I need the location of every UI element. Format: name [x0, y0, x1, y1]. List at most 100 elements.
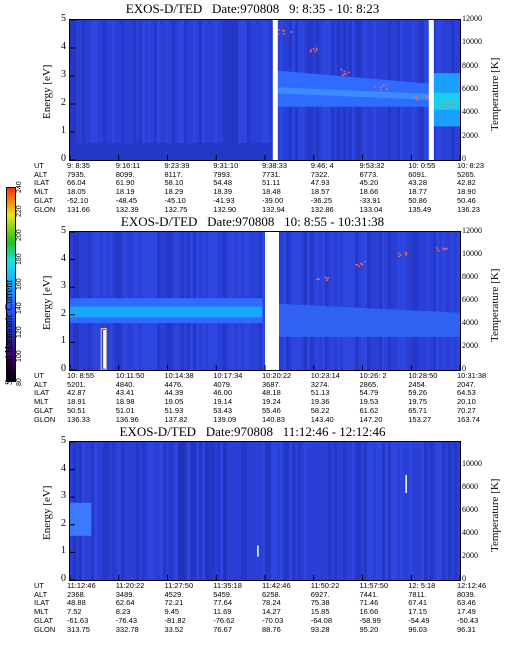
orbit-row: ALT 2368. 3489. 4529. 5459. 6258. 6927. 7441. 78…	[0, 589, 505, 599]
spectrogram-column	[436, 232, 440, 370]
spectrogram-column	[163, 20, 167, 160]
ion-band-core	[313, 88, 317, 95]
orbit-cell: 18.77	[408, 187, 428, 197]
orbit-row: ILAT 48.88 62.64 72.21 77.64 78.24 75.38 71.46 6…	[0, 599, 505, 607]
orbit-cell: 136.96	[115, 414, 139, 424]
orbit-row-label: ILAT	[34, 178, 50, 188]
ion-band	[88, 502, 92, 536]
spectrogram-column	[295, 232, 299, 370]
spectrogram-column	[418, 442, 422, 580]
temperature-tick-label: 8000	[462, 272, 478, 281]
data-gap	[428, 20, 434, 160]
ion-band	[349, 307, 353, 337]
temperature-tick-label: 6000	[462, 84, 478, 93]
orbit-cell: 18.19	[115, 187, 135, 197]
spectrogram-column	[421, 442, 425, 580]
low-energy-band	[109, 143, 113, 160]
orbit-cell: 46.00	[213, 388, 233, 398]
temperature-tick-label: 2000	[462, 551, 478, 560]
energy-tick-label: 0	[61, 573, 66, 584]
orbit-cell: 19.05	[164, 397, 184, 407]
energy-tick-label: 4	[61, 252, 66, 264]
low-energy-band	[241, 143, 245, 160]
ion-band-peak	[100, 306, 104, 318]
ion-band	[433, 311, 437, 337]
spectrogram-column	[208, 442, 212, 580]
ion-band-peak	[184, 306, 188, 318]
orbit-cell: 11:57:50	[359, 581, 389, 590]
low-energy-band	[181, 143, 185, 160]
spectrogram-column	[331, 442, 335, 580]
ion-band	[334, 306, 338, 337]
spectrogram-column	[358, 232, 362, 370]
temperature-point	[380, 86, 383, 88]
spectrogram-column	[259, 20, 263, 160]
low-energy-band	[103, 143, 107, 160]
spectrogram-column	[397, 232, 401, 370]
spectrogram-column	[226, 20, 230, 160]
orbit-cell: 96.31	[457, 624, 476, 634]
temperature-tick-label: 6000	[462, 505, 478, 514]
spectrogram-column	[73, 20, 77, 160]
spectrogram-column	[373, 232, 377, 370]
spike-marker	[257, 545, 259, 557]
low-energy-band	[247, 143, 251, 160]
spectrogram-column	[211, 20, 215, 160]
spectrogram-column	[127, 20, 131, 160]
spectrogram-column	[70, 20, 74, 160]
spectrogram-column	[382, 442, 386, 580]
spectrogram-column	[361, 232, 365, 370]
orbit-cell: 58.22	[310, 405, 330, 415]
orbit-cell: 19.24	[262, 397, 281, 407]
ion-band-peak	[241, 306, 245, 318]
orbit-cell: 7.52	[67, 607, 82, 617]
ion-band-peak	[163, 306, 167, 318]
spectrogram-column	[232, 442, 236, 580]
spectrogram-column	[331, 232, 335, 370]
ion-band-peak	[145, 306, 149, 318]
ion-band-peak	[205, 306, 209, 318]
orbit-cell: 10: 8:23	[457, 161, 485, 170]
ion-band-peak	[169, 306, 173, 318]
orbit-cell: 7811.	[408, 589, 427, 599]
low-energy-band	[259, 143, 263, 160]
orbit-cell: 135.49	[408, 204, 432, 214]
spectrogram-column	[283, 442, 287, 580]
spectrogram-column	[220, 20, 224, 160]
spectrogram-column	[451, 442, 455, 580]
spectrogram-column	[118, 20, 122, 160]
ion-band-peak	[124, 306, 128, 318]
spectrogram-column	[283, 232, 287, 370]
energy-tick-label: 1	[61, 125, 66, 136]
spectrogram-column	[244, 442, 248, 580]
spectrogram-column	[214, 442, 218, 580]
orbit-cell: 8039.	[457, 589, 476, 599]
ion-band-core	[289, 87, 293, 94]
spectrogram-column	[445, 442, 449, 580]
spectrogram-column	[154, 20, 158, 160]
ion-band-peak	[94, 306, 98, 318]
spectrogram-column	[109, 20, 113, 160]
orbit-row: UT 9: 8:35 9:16:11 9:23:39 9:31:10 9:38:33 9:4…	[0, 162, 505, 170]
ion-band	[307, 305, 311, 337]
spectrogram-column	[442, 442, 446, 580]
low-energy-band	[235, 143, 239, 160]
spectrogram-column	[370, 442, 374, 580]
spectrogram-column	[376, 232, 380, 370]
ion-band-peak	[220, 306, 224, 318]
orbit-row: UT 10: 8:55 10:11:50 10:14:38 10:17:34 10:20:…	[0, 372, 505, 380]
spectrogram-column	[403, 232, 407, 370]
spectrogram-column	[253, 20, 257, 160]
ion-band-peak	[79, 306, 83, 318]
spectrogram-column	[391, 232, 395, 370]
spectrogram-column	[187, 442, 191, 580]
spectrogram-column	[343, 232, 347, 370]
spectrogram-image	[70, 20, 460, 160]
orbit-row-label: GLON	[34, 414, 56, 424]
spectrogram-column	[94, 442, 98, 580]
spectrogram-column	[454, 442, 458, 580]
energy-tick-label: 5	[61, 435, 66, 446]
orbit-cell: 163.74	[457, 414, 480, 424]
spectrogram-column	[223, 20, 227, 160]
